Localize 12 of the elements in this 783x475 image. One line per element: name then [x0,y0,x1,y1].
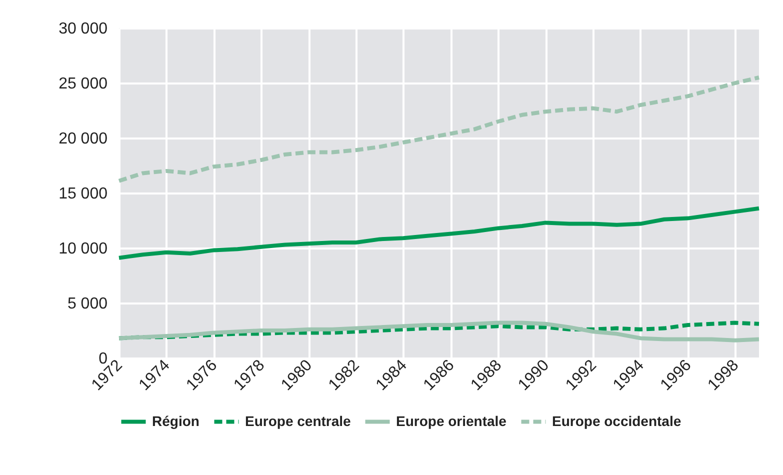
legend-label: Région [152,412,200,429]
legend-label: Europe occidentale [552,412,682,429]
y-tick-label: 20 000 [58,130,108,148]
y-tick-label: 10 000 [58,240,108,258]
y-tick-label: 30 000 [58,20,108,38]
legend-label: Europe orientale [396,412,507,429]
line-series [117,206,761,260]
y-tick-label: 25 000 [58,76,108,92]
y-tick-label: 5 000 [67,296,108,312]
y-tick-label: 15 000 [58,186,108,202]
line-series [117,76,761,183]
legend-label: Europe centrale [245,412,352,429]
